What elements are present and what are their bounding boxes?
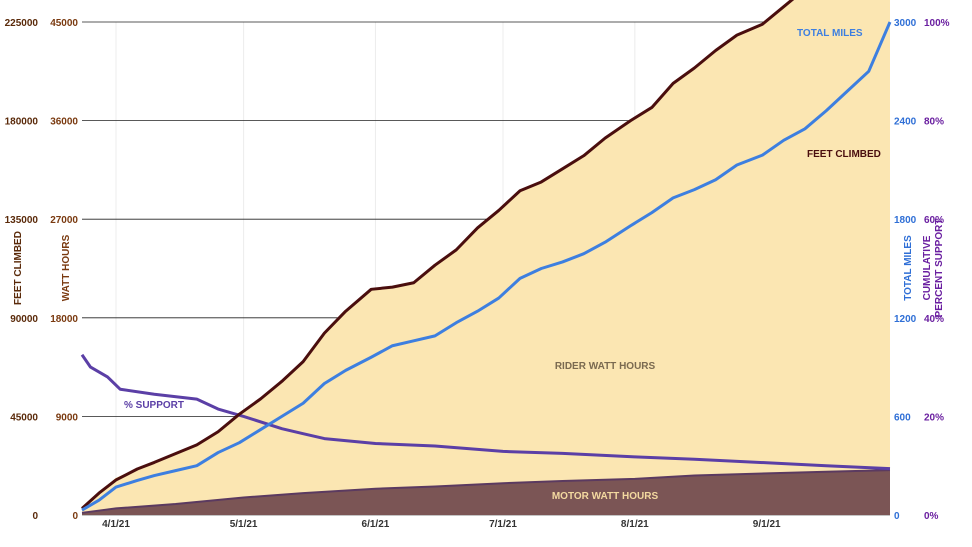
watt-hours-tick-label: 36000 [50,117,78,128]
x-tick-label: 7/1/21 [489,519,517,530]
total-miles-tick-label: 2400 [894,117,917,128]
motor-watt-hours-line [81,469,891,514]
watt-hours-tick-label: 27000 [50,215,78,226]
watt-hours-tick-label: 18000 [50,314,78,325]
percent-support-line [80,353,891,471]
percent-support-annotation: % SUPPORT [124,400,184,411]
percent-support-tick-label: 80% [924,117,944,128]
x-tick-label: 5/1/21 [230,519,258,530]
feet-climbed-tick-label: 135000 [5,215,39,226]
x-tick-label: 6/1/21 [362,519,390,530]
feet-climbed-axis-title: FEET CLIMBED [13,231,24,305]
area-layer [82,0,890,515]
total-miles-annotation: TOTAL MILES [797,28,863,39]
watt-hours-tick-label: 0 [72,511,78,522]
x-tick-label: 8/1/21 [621,519,649,530]
percent-support-axis-title-line1: CUMULATIVE [922,235,933,300]
feet-climbed-tick-label: 0 [32,511,38,522]
feet-climbed-tick-label: 225000 [5,18,39,29]
total-miles-tick-label: 600 [894,412,911,423]
total-miles-tick-label: 1200 [894,314,917,325]
total-miles-line [81,21,892,512]
motor-watt-hours-annotation: MOTOR WATT HOURS [552,491,659,502]
line-layer [80,0,892,514]
motor-watt-hours-area [82,470,890,515]
feet-climbed-tick-label: 180000 [5,117,39,128]
tick-layer: 4/1/21 5/1/21 6/1/21 7/1/21 8/1/21 9/1/21 0 450… [5,18,950,530]
feet-climbed-annotation: FEET CLIMBED [807,149,881,160]
watt-hours-axis-title: WATT HOURS [61,234,72,301]
total-miles-tick-label: 1800 [894,215,917,226]
watt-hours-tick-label: 45000 [50,18,78,29]
feet-climbed-line [80,0,795,510]
feet-climbed-tick-label: 45000 [10,412,38,423]
percent-support-tick-label: 20% [924,412,944,423]
x-tick-label: 4/1/21 [102,519,130,530]
percent-support-tick-label: 100% [924,18,950,29]
rider-watt-hours-area [82,0,890,515]
watt-hours-tick-label: 9000 [56,412,79,423]
total-miles-tick-label: 0 [894,511,900,522]
percent-support-axis-title-line2: PERCENT SUPPORT [934,219,945,318]
feet-climbed-tick-label: 90000 [10,314,38,325]
total-miles-tick-label: 3000 [894,18,917,29]
percent-support-tick-label: 60% [924,215,944,226]
percent-support-tick-label: 40% [924,314,944,325]
total-miles-axis-title: TOTAL MILES [903,235,914,301]
percent-support-tick-label: 0% [924,511,939,522]
rider-watt-hours-annotation: RIDER WATT HOURS [555,361,656,372]
x-tick-label: 9/1/21 [753,519,781,530]
